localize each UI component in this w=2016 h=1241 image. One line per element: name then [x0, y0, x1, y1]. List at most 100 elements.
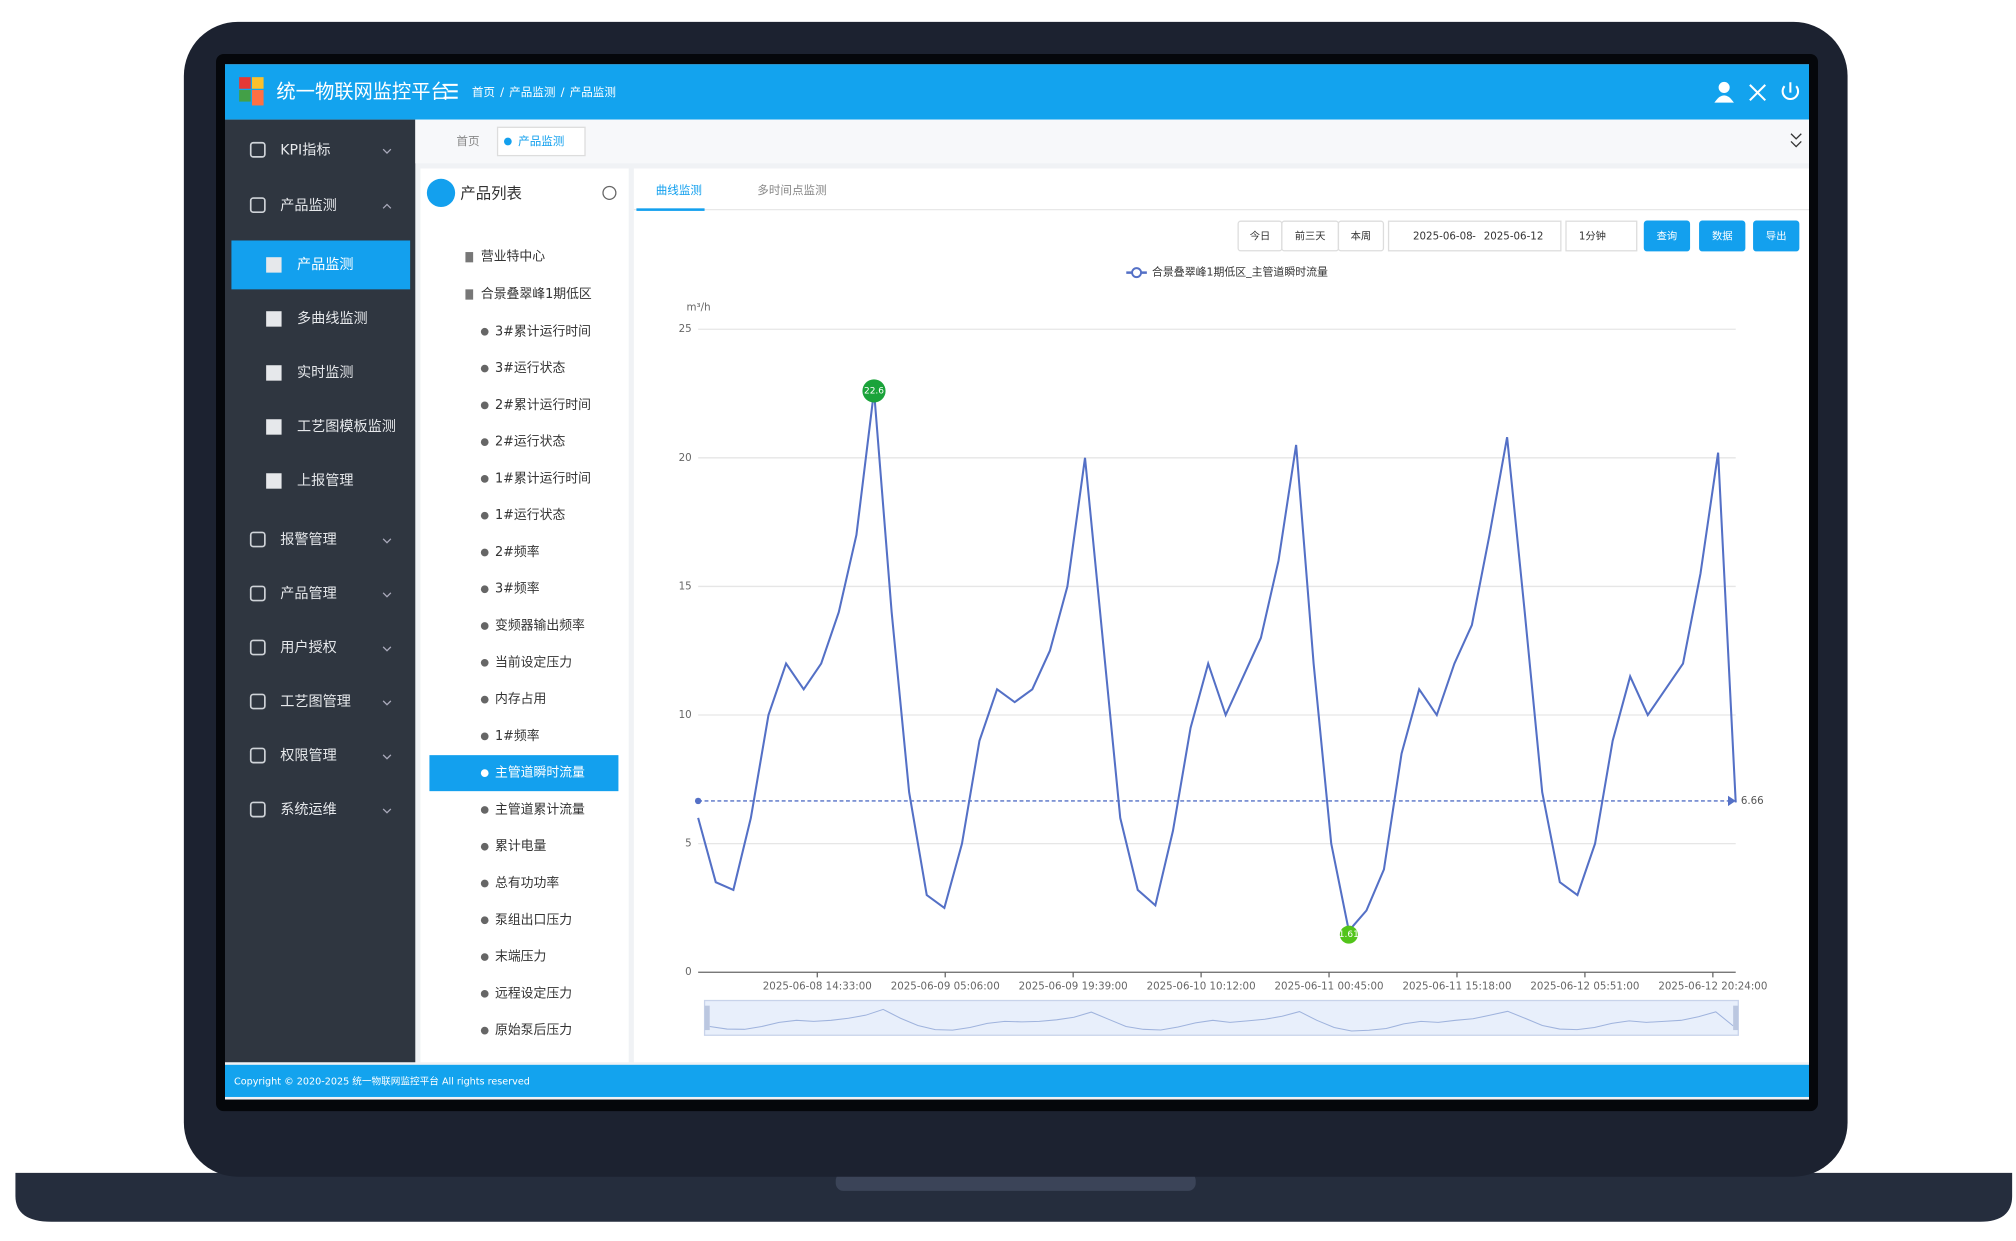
max-point: [862, 379, 886, 403]
menu-icon: [249, 197, 266, 214]
toolbar-button-label[interactable]: 导出: [1766, 230, 1787, 243]
menu-item[interactable]: 工艺图管理: [280, 694, 351, 710]
menu-chevron: [382, 700, 392, 706]
menu-chevron: [382, 148, 392, 154]
tree-item-icon: [480, 953, 489, 961]
submenu-icon: [266, 257, 282, 273]
breadcrumb: /: [561, 85, 565, 99]
tree-item[interactable]: 原始泵后压力: [495, 1023, 572, 1038]
x-tick-label: 2025-06-09 19:39:00: [1019, 980, 1128, 992]
tree-item[interactable]: 末端压力: [495, 950, 546, 965]
tree-item-icon: [480, 732, 489, 741]
power-icon[interactable]: [1781, 82, 1800, 101]
tree-item-icon: [480, 879, 489, 888]
tree-item[interactable]: 2#频率: [495, 544, 540, 560]
tree-item-icon: [480, 658, 489, 667]
menu-chevron: [382, 538, 392, 544]
tree-item[interactable]: 2#累计运行时间: [495, 398, 591, 413]
tab[interactable]: 产品监测: [518, 134, 564, 148]
tree-item[interactable]: 主管道瞬时流量: [495, 766, 585, 781]
submenu-item[interactable]: 实时监测: [297, 365, 354, 381]
header-bar: [225, 64, 1809, 120]
tab[interactable]: 首页: [456, 134, 479, 148]
menu-item[interactable]: 系统运维: [280, 802, 337, 818]
toolbar-button-label[interactable]: 查询: [1657, 230, 1678, 243]
breadcrumb[interactable]: 产品监测: [509, 85, 555, 99]
tree-item[interactable]: 2#运行状态: [495, 435, 565, 450]
tree-item[interactable]: 内存占用: [495, 691, 546, 707]
breadcrumb: /: [500, 85, 504, 99]
average-start: [694, 797, 702, 805]
submenu-item[interactable]: 多曲线监测: [297, 310, 368, 327]
x-tick-label: 2025-06-11 15:18:00: [1402, 980, 1511, 992]
breadcrumb[interactable]: 产品监测: [570, 85, 616, 99]
tree-item[interactable]: 远程设定压力: [495, 986, 572, 1001]
menu-active: [231, 240, 411, 290]
interval-select[interactable]: [1565, 220, 1638, 252]
tree-group[interactable]: 合景叠翠峰1期低区: [481, 287, 592, 302]
toolbar-button[interactable]: [1699, 220, 1746, 252]
tree-item[interactable]: 1#运行状态: [495, 508, 565, 523]
tree-active: [429, 755, 619, 792]
max-point-label: 22.6: [864, 386, 884, 396]
menu-icon: [249, 693, 266, 710]
series-line: [697, 390, 1737, 934]
menu-item[interactable]: KPI指标: [280, 142, 330, 158]
tree-item[interactable]: 3#累计运行时间: [495, 324, 591, 339]
zoom-handle[interactable]: [1733, 1005, 1739, 1031]
x-tick-label: 2025-06-11 00:45:00: [1275, 980, 1384, 992]
tree-item-icon: [480, 511, 489, 520]
logo-square: [252, 77, 264, 89]
date-range[interactable]: [1387, 220, 1562, 252]
chart-tab[interactable]: 曲线监测: [656, 183, 702, 197]
tree-node-icon: [465, 252, 474, 263]
menu-item[interactable]: 用户授权: [280, 639, 337, 656]
user-icon[interactable]: [1718, 81, 1730, 93]
app-title: 统一物联网监控平台: [276, 80, 449, 103]
chart-tab-underline: [636, 208, 705, 211]
refresh-icon[interactable]: [602, 185, 617, 200]
tree-item[interactable]: 3#运行状态: [495, 361, 565, 376]
collapse-icon[interactable]: [1790, 133, 1802, 148]
menu-item[interactable]: 权限管理: [280, 748, 337, 764]
submenu-item[interactable]: 上报管理: [297, 473, 354, 489]
min-point-label: 1.61: [1339, 930, 1359, 940]
toolbar-button-label[interactable]: 数据: [1712, 230, 1733, 243]
toolbar-button[interactable]: [1643, 220, 1691, 252]
menu-item[interactable]: 报警管理: [280, 532, 337, 548]
menu-chevron: [382, 754, 392, 760]
tree-item[interactable]: 当前设定压力: [495, 654, 572, 670]
tree-item[interactable]: 3#频率: [495, 581, 540, 597]
toolbar-button-label[interactable]: 今日: [1250, 230, 1271, 243]
chart-tab[interactable]: 多时间点监测: [757, 183, 826, 197]
toolbar-button[interactable]: [1753, 220, 1800, 252]
menu-icon: [249, 639, 266, 656]
logo: [239, 77, 264, 106]
zoom-handle[interactable]: [704, 1005, 710, 1031]
tree-item[interactable]: 主管道累计流量: [495, 802, 585, 817]
submenu-item[interactable]: 产品监测: [297, 257, 354, 273]
header-icons: [1714, 81, 1800, 103]
toolbar-button-label[interactable]: 前三天: [1295, 230, 1326, 243]
tree-title: 产品列表: [460, 185, 522, 203]
tree-item[interactable]: 变频器输出频率: [495, 618, 585, 634]
tree-item[interactable]: 泵组出口压力: [495, 913, 572, 928]
tree-item[interactable]: 总有功功率: [495, 875, 559, 891]
fullscreen-icon[interactable]: [1749, 84, 1767, 102]
tree-group[interactable]: 营业特中心: [481, 250, 545, 265]
menu-item[interactable]: 产品监测: [280, 198, 337, 214]
toolbar-button-label[interactable]: 本周: [1351, 230, 1372, 243]
breadcrumb[interactable]: 首页: [472, 85, 495, 99]
tree-node-icon: [465, 289, 474, 300]
menu-toggle[interactable]: [443, 83, 458, 99]
menu-item[interactable]: 产品管理: [280, 586, 337, 602]
tree-item[interactable]: 累计电量: [495, 839, 547, 854]
tree-item[interactable]: 1#累计运行时间: [495, 471, 591, 486]
zoom-slider[interactable]: [703, 999, 1739, 1036]
tree-item[interactable]: 1#频率: [495, 728, 540, 744]
y-unit: m³/h: [687, 301, 711, 313]
toolbar-button[interactable]: [1337, 220, 1385, 252]
chart-panel: [633, 168, 1809, 1063]
logo-square: [239, 77, 251, 89]
submenu-item[interactable]: 工艺图模板监测: [297, 419, 396, 435]
